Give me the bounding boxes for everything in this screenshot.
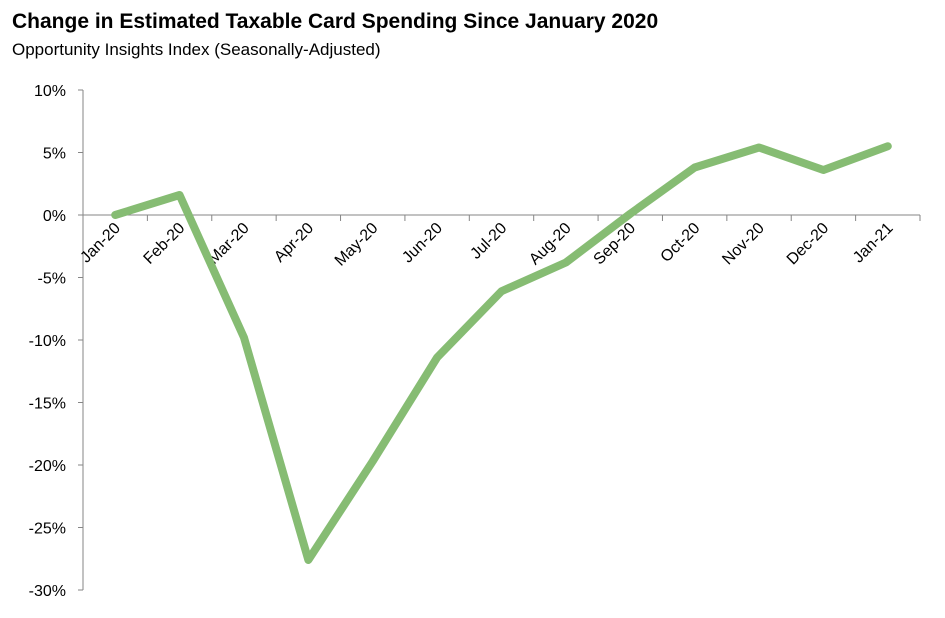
x-tick-label: Jun-20 <box>399 220 446 267</box>
series-line <box>111 142 892 564</box>
x-tick-label: May-20 <box>332 220 382 270</box>
y-tick-label: 0% <box>43 208 66 225</box>
x-tick-label: Feb-20 <box>141 220 189 268</box>
y-tick-label: -30% <box>29 583 66 600</box>
y-tick-label: -15% <box>29 396 66 413</box>
y-tick-label: 5% <box>43 146 66 163</box>
x-tick-label: Oct-20 <box>658 220 704 266</box>
chart-title: Change in Estimated Taxable Card Spendin… <box>12 10 659 33</box>
x-tick-label: Jan-21 <box>850 220 897 267</box>
x-tick-label: Jan-20 <box>77 220 124 267</box>
y-tick-label: -10% <box>29 333 66 350</box>
x-tick-label: Nov-20 <box>719 220 768 269</box>
chart-subtitle: Opportunity Insights Index (Seasonally-A… <box>12 40 381 59</box>
y-tick-label: -25% <box>29 521 66 538</box>
y-tick-label: 10% <box>34 83 66 100</box>
x-tick-label: Jul-20 <box>467 220 510 263</box>
y-tick-label: -5% <box>38 271 66 288</box>
x-tick-label: Apr-20 <box>271 220 317 266</box>
y-tick-label: -20% <box>29 458 66 475</box>
x-tick-label: Dec-20 <box>784 220 833 269</box>
